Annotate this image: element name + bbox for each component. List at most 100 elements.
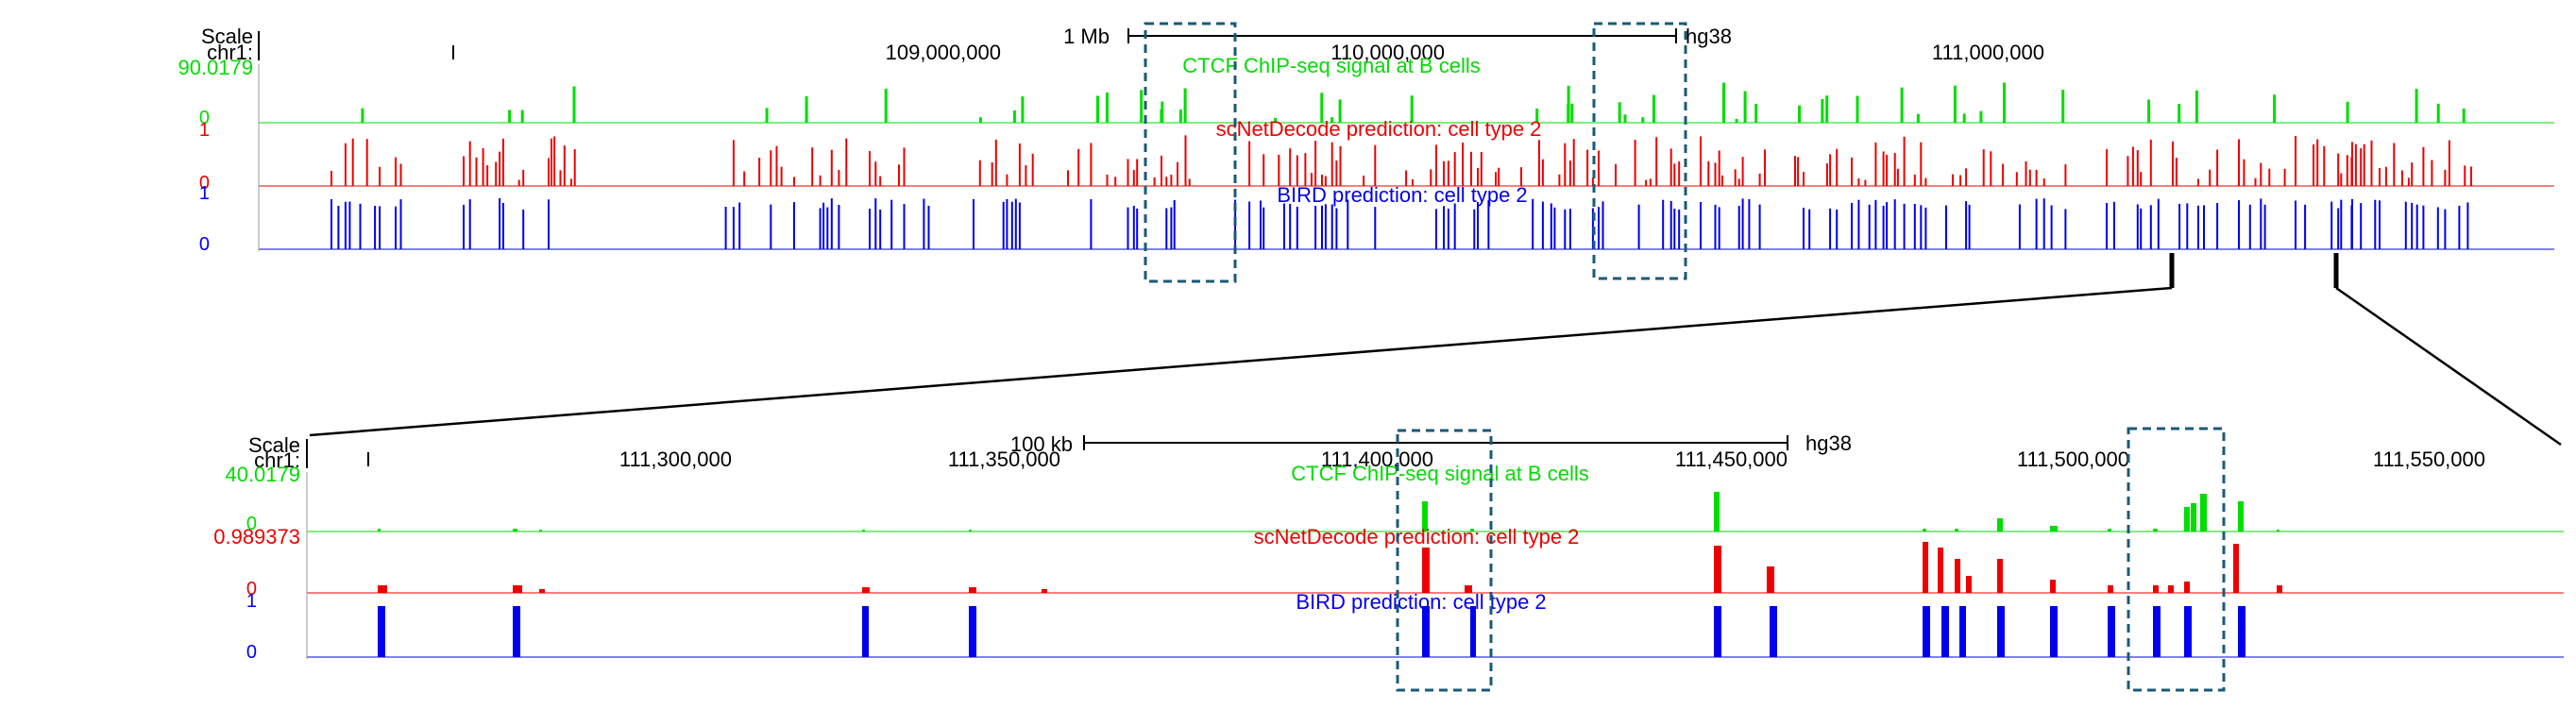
top-scnet-peak <box>758 158 761 186</box>
top-bird-peak <box>1453 203 1456 249</box>
top-bird-peak <box>1006 198 1008 249</box>
top-ctcf-peak <box>572 86 576 123</box>
top-scnet-peak <box>344 143 347 186</box>
top-scnet-peak <box>1289 148 1292 186</box>
top-scnet-peak <box>1339 145 1342 186</box>
top-scnet-peak <box>2015 172 2018 186</box>
top-scnet-peak <box>1741 157 1744 186</box>
top-ctcf-peak <box>2273 94 2277 123</box>
top-ctcf-peak <box>1096 95 1099 123</box>
top-bird-peak <box>2304 204 2307 249</box>
top-scnet-peak <box>1153 177 1156 186</box>
top-ctcf-signal <box>361 82 2466 123</box>
top-bird-peak <box>1851 202 1853 249</box>
top-bird-peak <box>1568 209 1571 249</box>
top-scnet-peak <box>1669 148 1672 186</box>
top-bird-peak <box>819 208 822 249</box>
top-scnet-peak <box>1374 144 1377 186</box>
top-scnet-peak <box>1982 149 1985 186</box>
top-scnet-peak <box>1737 178 1740 186</box>
top-bird-peak <box>1673 209 1676 249</box>
bottom-scnet-peak <box>539 589 545 593</box>
top-ctcf-peak <box>1140 90 1144 123</box>
top-ctcf-peak <box>1722 82 1725 123</box>
top-bird-peak <box>395 206 397 249</box>
bottom-ctcf-peak <box>2200 494 2207 532</box>
bottom-scnet-peak <box>1938 548 1943 593</box>
top-bird-peak <box>1669 200 1672 249</box>
top-bird-peak <box>923 198 925 249</box>
top-bird-peak <box>2042 198 2045 249</box>
bottom-highlight-box-right <box>2127 427 2226 692</box>
top-scnet-peak <box>793 177 795 186</box>
bottom-ctcf-min-label: 0 <box>246 514 257 534</box>
top-scnet-peak <box>365 139 368 186</box>
top-bird-peak <box>1248 201 1251 249</box>
top-scnet-peak <box>1903 136 1906 186</box>
top-bird-peak <box>1136 208 1139 249</box>
bottom-scnet-peak <box>1923 542 1928 593</box>
top-bird-peak <box>1874 199 1877 249</box>
top-bird-peak <box>468 199 471 249</box>
top-scnet-peak <box>1324 176 1327 186</box>
top-bird-peak <box>903 204 906 249</box>
top-bird-peak <box>463 204 465 249</box>
top-bird-peak <box>1662 199 1665 249</box>
top-bird-max-label: 1 <box>199 183 210 204</box>
top-bird-peak <box>830 198 833 249</box>
top-scnet-peak <box>2283 168 2286 186</box>
top-scnet-peak <box>463 156 465 186</box>
zoom-connector <box>309 253 2562 447</box>
bottom-scale-bar <box>1083 435 1788 450</box>
bottom-ctcf-max-label: 40.0179 <box>225 463 300 486</box>
top-scnet-peak <box>1470 151 1472 186</box>
top-bird-peak <box>738 202 741 249</box>
top-bird-peak <box>2178 203 2181 249</box>
top-bird-peak <box>1335 208 1338 249</box>
top-bird-peak <box>1758 204 1761 249</box>
top-scnet-peak <box>2411 162 2414 186</box>
top-bird-peak <box>2263 204 2266 249</box>
top-scnet-peak <box>548 158 550 186</box>
bottom-scnet-peak <box>513 585 522 593</box>
top-scnet-peak <box>517 179 520 186</box>
top-bird-peak <box>1737 206 1740 249</box>
top-bird-peak <box>1473 209 1476 249</box>
top-scnet-peak <box>2354 143 2357 186</box>
top-scnet-peak <box>1443 160 1445 186</box>
bottom-ctcf-peak <box>1923 529 1926 532</box>
top-bird-peak <box>1808 209 1811 249</box>
top-bird-peak <box>2050 205 2053 249</box>
top-bird-peak <box>1330 204 1333 249</box>
top-bird-peak <box>1324 204 1327 249</box>
top-scnet-peak <box>399 163 402 186</box>
top-bird-peak <box>890 199 893 249</box>
bottom-ctcf-peak <box>513 529 517 532</box>
top-bird-peak <box>2197 205 2199 249</box>
top-scnet-peak <box>1990 151 1992 186</box>
top-bird-peak <box>874 198 877 249</box>
top-scnet-peak <box>1090 143 1093 186</box>
top-ctcf-peak <box>1618 102 1621 123</box>
top-bird-peak <box>2216 203 2219 249</box>
top-scale-label: Scale <box>201 25 253 48</box>
bottom-bird-peak <box>1422 606 1430 657</box>
top-bird-peak <box>1920 205 1923 249</box>
top-scnet-peak <box>330 170 332 186</box>
top-scnet-peak <box>1965 168 1968 186</box>
top-bird-peak <box>1435 209 1437 249</box>
bottom-ctcf-peak <box>1997 518 2003 532</box>
top-scnet-peak <box>1874 142 1877 186</box>
top-scnet-peak <box>994 139 997 186</box>
top-bird-peak <box>1886 202 1889 249</box>
top-ctcf-peak <box>1652 94 1655 123</box>
top-ctcf-peak <box>2003 82 2006 123</box>
top-scnet-peak <box>2370 140 2373 186</box>
top-ctcf-peak <box>508 110 512 123</box>
top-bird-peak <box>1283 203 1285 249</box>
top-ctcf-peak <box>1535 108 1539 123</box>
top-bird-peak <box>1487 200 1490 249</box>
top-bird-peak <box>344 201 347 249</box>
top-scnet-peak <box>1067 170 1069 186</box>
bottom-ctcf-peak <box>2050 526 2058 532</box>
